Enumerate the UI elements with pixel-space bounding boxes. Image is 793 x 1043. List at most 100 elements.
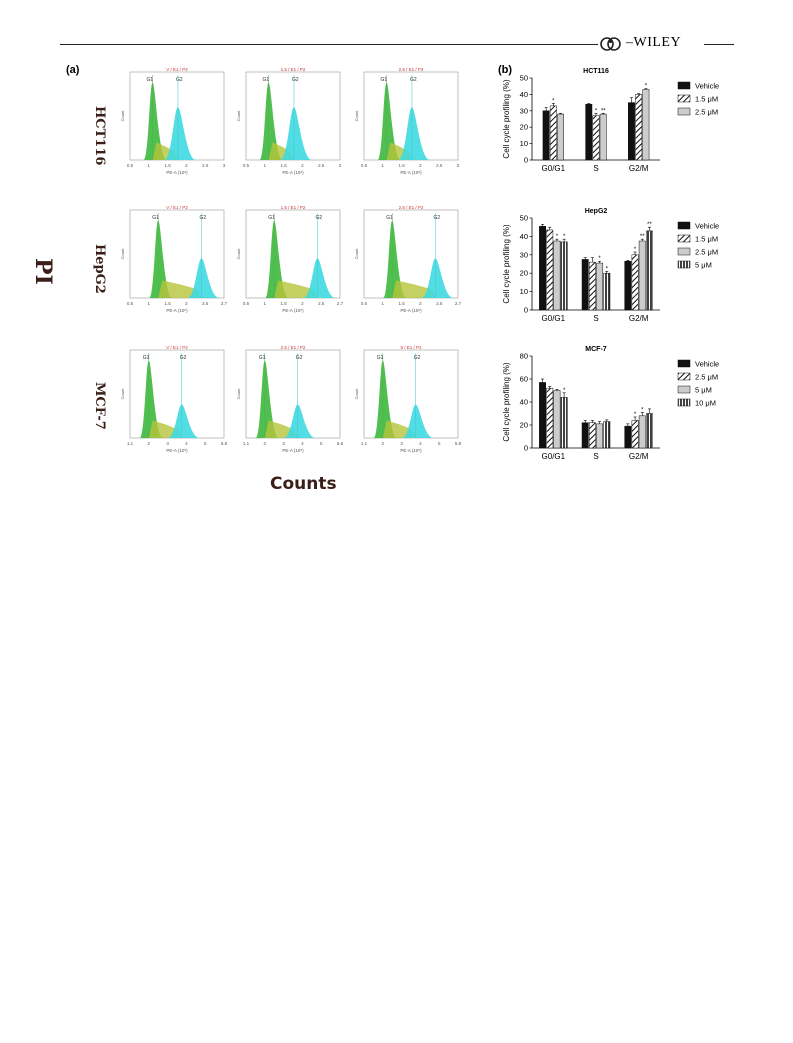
header-rule — [60, 44, 598, 45]
gate-label: 1.5 / E1 / P2 — [281, 67, 306, 72]
x-tick-label: 0.5 — [127, 301, 134, 306]
significance-marker: * — [556, 234, 559, 240]
significance-marker: * — [552, 98, 555, 104]
x-tick-label: 3 — [223, 163, 226, 168]
category-label: G2/M — [629, 164, 649, 173]
y-axis-label: Count — [354, 110, 359, 122]
x-tick-label: 0.5 — [361, 163, 368, 168]
significance-marker: * — [598, 256, 601, 262]
g1-label: G1 — [377, 355, 384, 361]
g1-peak — [259, 82, 283, 160]
bar — [624, 260, 632, 311]
significance-marker: * — [606, 266, 609, 272]
y-tick-label: 10 — [520, 287, 528, 296]
bar — [596, 262, 604, 311]
bar — [588, 261, 596, 311]
g1-peak — [373, 360, 397, 438]
g1-label: G1 — [152, 215, 159, 221]
y-axis-label: Count — [236, 110, 241, 122]
y-axis-label: Count — [354, 248, 359, 260]
legend-label: 2.5 μM — [695, 248, 718, 257]
significance-marker: * — [641, 407, 644, 413]
row-label-hct116: HCT116 — [92, 106, 107, 166]
x-tick-label: 1.5 — [398, 163, 405, 168]
gate-label: V / E1 / P2 — [166, 67, 188, 72]
x-tick-label: 2.5 — [436, 163, 443, 168]
x-tick-label: 3 — [400, 441, 403, 446]
x-tick-label: 1.5 — [164, 301, 171, 306]
bar — [553, 390, 561, 449]
x-tick-label: 3 — [339, 163, 342, 168]
s-phase-area — [158, 280, 202, 298]
bar-chart-hepg2: HepG2 Cell cycle profiling (%) 0 10 20 30 40 50… — [502, 208, 719, 323]
y-axis-label: Count — [354, 388, 359, 400]
legend-label: Vehicle — [695, 82, 719, 91]
g2-peak — [163, 107, 196, 160]
bar — [557, 113, 564, 161]
g2-label: G2 — [180, 355, 187, 361]
x-tick-label: 2 — [185, 301, 188, 306]
x-tick-label: 5 — [204, 441, 207, 446]
legend-label: 5 μM — [695, 261, 712, 270]
legend-label: 1.5 μM — [695, 235, 718, 244]
g2-peak — [167, 404, 200, 438]
y-axis-label: Count — [120, 388, 125, 400]
x-tick-label: 2.5 — [202, 301, 209, 306]
significance-marker: * — [563, 388, 566, 394]
x-tick-label: 0.5 — [127, 163, 134, 168]
bar — [553, 240, 561, 311]
chart-title: HCT116 — [583, 68, 609, 75]
y-tick-label: 20 — [520, 269, 528, 278]
category-label: S — [593, 452, 598, 461]
x-tick-label: 4 — [419, 441, 422, 446]
g1-peak — [383, 220, 407, 298]
significance-marker: ** — [640, 234, 645, 240]
x-tick-label: 5 — [438, 441, 441, 446]
g1-label: G1 — [263, 77, 270, 83]
x-tick-label: 1 — [264, 301, 267, 306]
g2-peak — [279, 107, 312, 160]
g2-label: G2 — [296, 355, 303, 361]
legend-swatch — [677, 81, 691, 90]
x-tick-label: 0.5 — [243, 163, 250, 168]
x-axis-label: PE-A (10⁶) — [166, 308, 188, 313]
bar — [596, 423, 604, 449]
flow-histogram: G1 G2 V / E1 / P2 Count PE-A (10⁶) 0.5 1 1.5 2 2.… — [120, 205, 228, 313]
x-tick-label: 1 — [382, 301, 385, 306]
y-axis-label-pi: PI — [30, 258, 56, 285]
legend-swatch — [677, 372, 691, 381]
y-axis-label: Cell cycle profiling (%) — [502, 224, 511, 303]
legend-swatch — [677, 107, 691, 116]
x-tick-label: 0.5 — [361, 301, 368, 306]
s-phase-area — [274, 280, 318, 298]
bar — [631, 254, 639, 311]
x-axis-label: PE-A (10⁶) — [400, 308, 422, 313]
g1-peak — [265, 220, 289, 298]
y-axis-label: Count — [120, 248, 125, 260]
x-axis-label: PE-A (10⁵) — [282, 448, 304, 453]
gate-label: V / E1 / P2 — [166, 205, 188, 210]
x-tick-label: 2.7 — [337, 301, 344, 306]
panel-a-label: (a) — [66, 64, 80, 76]
bar — [628, 102, 635, 161]
x-axis-label: PE-A (10⁵) — [166, 448, 188, 453]
g2-peak — [421, 258, 454, 298]
y-tick-label: 20 — [520, 123, 528, 132]
legend-label: 2.5 μM — [695, 373, 718, 382]
g2-peak — [397, 107, 430, 160]
bar — [599, 113, 607, 161]
g1-label: G1 — [143, 355, 150, 361]
chart-title: HepG2 — [585, 208, 608, 215]
g2-label: G2 — [433, 215, 440, 221]
x-tick-label: 2.7 — [455, 301, 462, 306]
legend-swatch — [677, 221, 691, 230]
x-tick-label: 5 — [320, 441, 323, 446]
flow-histogram: G1 G2 V / E1 / P2 Count PE-A (10⁶) 0.5 1 1.5 2 2.… — [120, 67, 226, 175]
x-tick-label: 1 — [148, 163, 151, 168]
category-label: S — [593, 164, 598, 173]
bar-chart-hct116: HCT116 Cell cycle profiling (%) 0 10 20 30 40 5… — [502, 68, 719, 173]
y-tick-label: 0 — [524, 156, 528, 165]
gate-label: 5 / E1 / P2 — [400, 345, 422, 350]
flow-histogram: G1 G2 5 / E1 / P2 Count PE-A (10⁵) 1.1 2 3 4 5 5.8 — [354, 345, 462, 453]
x-tick-label: 1.5 — [280, 301, 287, 306]
